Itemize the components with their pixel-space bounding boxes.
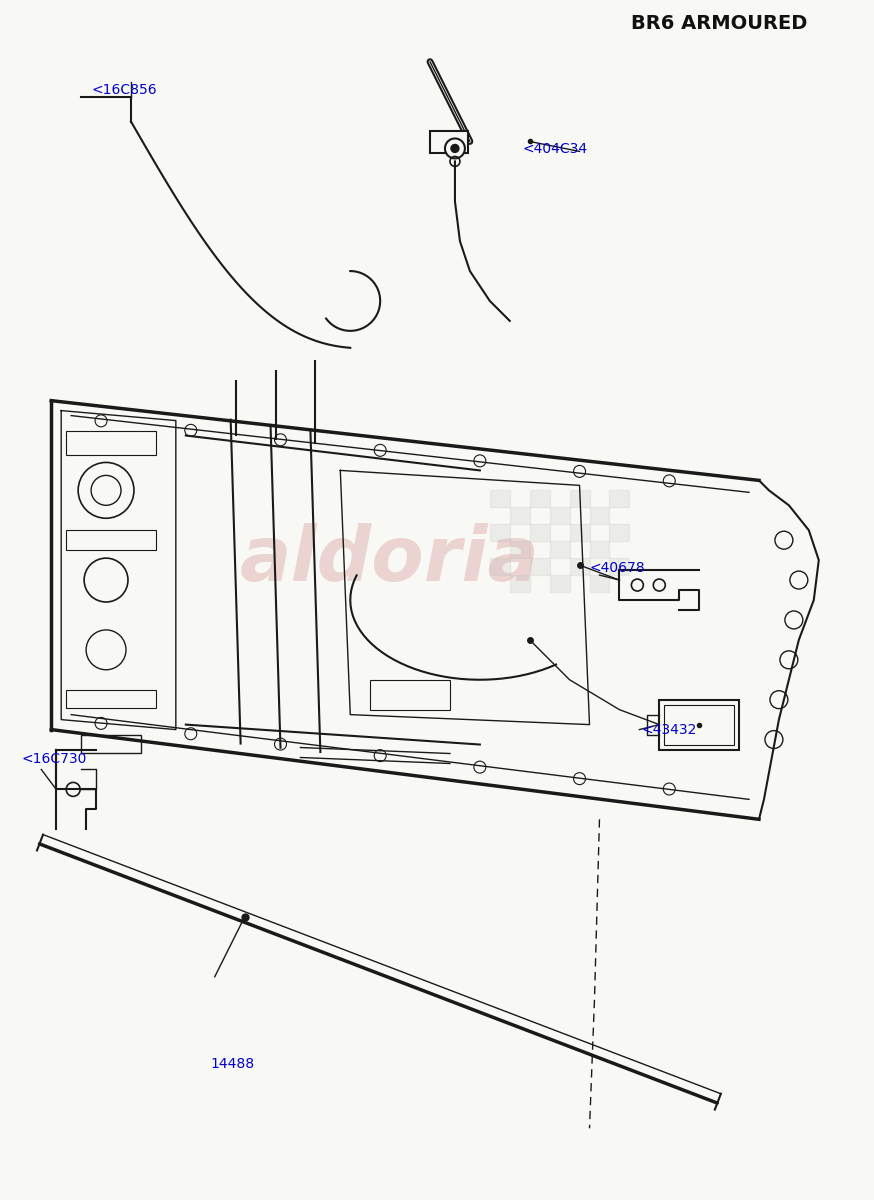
Bar xyxy=(550,508,570,524)
Bar xyxy=(570,491,590,508)
Text: <43432: <43432 xyxy=(642,722,697,737)
Bar xyxy=(430,132,468,154)
Bar xyxy=(81,734,141,752)
Bar xyxy=(489,524,510,541)
Bar xyxy=(664,704,734,744)
Bar xyxy=(66,431,156,456)
Circle shape xyxy=(451,144,459,152)
Bar xyxy=(530,558,550,575)
Bar xyxy=(489,491,510,508)
Bar xyxy=(510,575,530,592)
Bar xyxy=(570,558,590,575)
Bar xyxy=(590,575,609,592)
Bar xyxy=(590,508,609,524)
Bar xyxy=(609,491,629,508)
Bar xyxy=(371,679,450,709)
Bar xyxy=(510,541,530,558)
Text: <40678: <40678 xyxy=(590,562,645,575)
Text: aldoria: aldoria xyxy=(240,523,540,598)
Text: BR6 ARMOURED: BR6 ARMOURED xyxy=(631,14,808,34)
Bar xyxy=(530,491,550,508)
Bar xyxy=(66,690,156,708)
Bar xyxy=(510,508,530,524)
Bar xyxy=(550,575,570,592)
Bar xyxy=(489,558,510,575)
Bar xyxy=(609,558,629,575)
Text: 14488: 14488 xyxy=(211,1056,255,1070)
Bar xyxy=(590,541,609,558)
Bar xyxy=(570,524,590,541)
Bar xyxy=(550,541,570,558)
Circle shape xyxy=(445,138,465,158)
Bar xyxy=(609,524,629,541)
Bar xyxy=(66,530,156,550)
Text: <404C34: <404C34 xyxy=(523,143,588,156)
Bar xyxy=(659,700,739,750)
Text: <16C730: <16C730 xyxy=(21,752,87,767)
Bar xyxy=(530,524,550,541)
Text: <16C856: <16C856 xyxy=(91,83,156,97)
